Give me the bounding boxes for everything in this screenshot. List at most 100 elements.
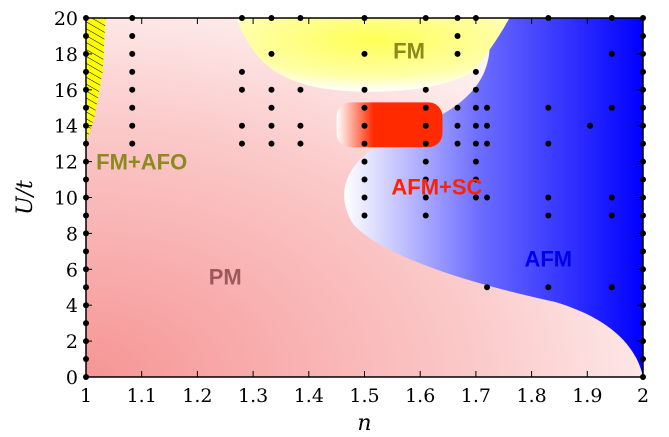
data-point — [83, 68, 89, 75]
data-point — [484, 140, 491, 147]
data-point — [608, 212, 615, 219]
data-point — [361, 176, 368, 183]
data-point — [422, 158, 429, 165]
data-point — [361, 50, 368, 57]
data-point — [129, 68, 136, 75]
data-point — [83, 32, 89, 39]
data-point — [297, 86, 304, 93]
data-point — [297, 15, 304, 21]
x-tick-label: 1.3 — [238, 385, 268, 407]
data-point — [129, 50, 136, 57]
data-point — [640, 248, 646, 255]
data-point — [472, 176, 479, 183]
data-point — [238, 15, 245, 21]
data-point — [83, 212, 89, 219]
y-tick-label: 10 — [54, 188, 78, 210]
x-tick-label: 1.7 — [461, 385, 491, 407]
axis-ticks: 1 1.1 1.2 1.3 1.4 1.5 1.6 1.7 1.8 1.9 202468101214… — [54, 8, 649, 407]
data-point — [83, 320, 89, 327]
data-point — [608, 15, 615, 21]
x-tick-label: 1.1 — [127, 385, 157, 407]
data-point — [454, 15, 461, 21]
y-tick-label: 16 — [54, 80, 78, 102]
y-tick-label: 6 — [66, 259, 78, 281]
data-point — [422, 212, 429, 219]
data-point — [608, 194, 615, 201]
data-point — [268, 86, 275, 93]
x-tick-label: 1.4 — [294, 385, 324, 407]
fm-afo-region — [86, 18, 106, 144]
data-point — [361, 122, 368, 129]
data-point — [268, 50, 275, 57]
data-point — [545, 15, 552, 21]
data-point — [454, 122, 461, 129]
region-label-afm-sc: AFM+SC — [391, 175, 482, 200]
x-tick-label: 1.8 — [516, 385, 546, 407]
data-point — [545, 212, 552, 219]
data-points — [83, 15, 646, 380]
data-point — [545, 104, 552, 111]
data-point — [422, 176, 429, 183]
data-point — [454, 50, 461, 57]
x-tick-label: 1 — [80, 385, 92, 407]
data-point — [472, 68, 479, 75]
data-point — [83, 104, 89, 111]
data-point — [608, 284, 615, 291]
data-point — [422, 86, 429, 93]
data-point — [238, 86, 245, 93]
data-point — [545, 140, 552, 147]
data-point — [268, 15, 275, 21]
data-point — [83, 248, 89, 255]
data-point — [472, 140, 479, 147]
data-point — [454, 32, 461, 39]
y-tick-label: 14 — [54, 116, 78, 138]
data-point — [297, 122, 304, 129]
data-point — [472, 122, 479, 129]
data-point — [422, 15, 429, 21]
data-point — [422, 104, 429, 111]
data-point — [238, 122, 245, 129]
data-point — [484, 194, 491, 201]
data-point — [268, 122, 275, 129]
data-point — [640, 284, 646, 291]
data-point — [129, 86, 136, 93]
x-tick-label: 1.2 — [182, 385, 212, 407]
data-point — [545, 194, 552, 201]
data-point — [608, 104, 615, 111]
data-point — [361, 158, 368, 165]
x-tick-label: 1.6 — [405, 385, 435, 407]
data-point — [83, 140, 89, 147]
x-axis-label: n — [357, 411, 371, 436]
region-labels: FM FM+AFO AFM+SC PM AFM — [96, 38, 572, 289]
data-point — [640, 68, 646, 75]
data-point — [129, 15, 136, 21]
data-point — [129, 122, 136, 129]
data-point — [422, 122, 429, 129]
y-axis-label: U/t — [13, 180, 38, 215]
data-point — [484, 122, 491, 129]
data-point — [238, 140, 245, 147]
y-tick-label: 0 — [66, 367, 78, 389]
data-point — [640, 320, 646, 327]
data-point — [361, 212, 368, 219]
data-point — [484, 284, 491, 291]
data-point — [83, 356, 89, 363]
data-point — [454, 140, 461, 147]
region-label-pm: PM — [209, 264, 242, 289]
data-point — [472, 104, 479, 111]
data-point — [640, 32, 646, 39]
data-point — [297, 140, 304, 147]
y-tick-label: 8 — [66, 223, 78, 245]
data-point — [472, 158, 479, 165]
data-point — [640, 356, 646, 363]
y-tick-label: 12 — [54, 152, 78, 174]
data-point — [472, 86, 479, 93]
data-point — [129, 104, 136, 111]
data-point — [587, 122, 594, 129]
data-point — [454, 104, 461, 111]
data-point — [640, 176, 646, 183]
y-tick-label: 20 — [54, 8, 78, 30]
data-point — [268, 140, 275, 147]
data-point — [129, 32, 136, 39]
region-label-fm: FM — [393, 38, 425, 63]
